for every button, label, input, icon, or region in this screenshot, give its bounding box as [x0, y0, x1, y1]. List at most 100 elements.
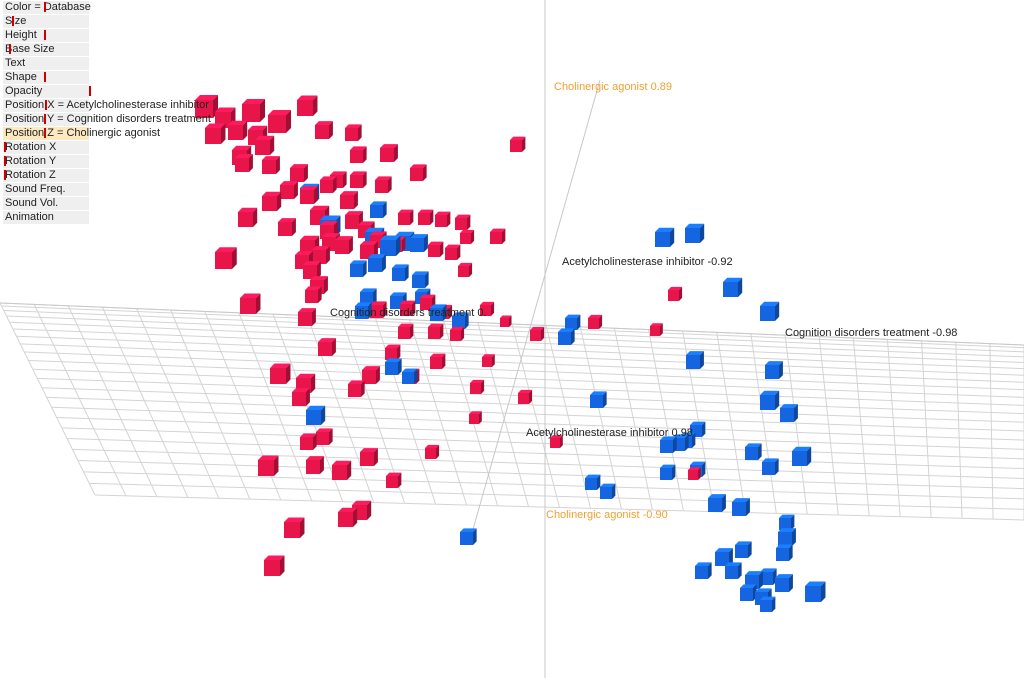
cube-marker[interactable]: [723, 277, 743, 297]
cube-marker[interactable]: [398, 323, 414, 339]
property-row[interactable]: Color = Database: [3, 1, 91, 14]
cube-marker[interactable]: [762, 458, 779, 475]
cube-marker[interactable]: [385, 358, 402, 375]
cube-marker[interactable]: [428, 241, 444, 257]
cube-marker[interactable]: [315, 121, 333, 139]
cube-marker[interactable]: [460, 229, 475, 244]
cube-marker[interactable]: [255, 135, 275, 155]
cube-marker[interactable]: [360, 448, 378, 466]
cube-marker[interactable]: [430, 304, 447, 321]
cube-marker[interactable]: [195, 94, 219, 118]
cube-marker[interactable]: [262, 191, 282, 211]
cube-marker[interactable]: [205, 123, 226, 144]
property-row[interactable]: Animation: [3, 211, 89, 224]
cube-marker[interactable]: [228, 120, 248, 140]
cube-marker[interactable]: [590, 391, 607, 408]
cube-marker[interactable]: [740, 584, 757, 601]
property-row[interactable]: Sound Vol.: [3, 197, 89, 210]
cube-marker[interactable]: [565, 314, 581, 330]
cube-marker[interactable]: [300, 186, 318, 204]
cube-marker[interactable]: [745, 443, 762, 460]
cube-marker[interactable]: [778, 528, 796, 546]
cube-marker[interactable]: [410, 234, 428, 252]
cube-marker[interactable]: [430, 353, 446, 369]
cube-marker[interactable]: [558, 328, 575, 345]
property-row[interactable]: Height: [3, 29, 89, 42]
cube-marker[interactable]: [335, 236, 353, 254]
cube-marker[interactable]: [686, 351, 704, 369]
value-slider-marker[interactable]: [44, 30, 46, 40]
cube-marker[interactable]: [297, 95, 318, 116]
value-slider-marker[interactable]: [44, 72, 46, 82]
cube-marker[interactable]: [400, 300, 416, 316]
cube-marker[interactable]: [805, 581, 826, 602]
value-slider-marker[interactable]: [45, 100, 47, 110]
cube-marker[interactable]: [688, 467, 701, 480]
cube-marker[interactable]: [760, 568, 777, 585]
cube-marker[interactable]: [775, 574, 793, 592]
property-row[interactable]: Rotation Z: [3, 169, 89, 182]
cube-marker[interactable]: [460, 528, 477, 545]
cube-marker[interactable]: [278, 218, 296, 236]
cube-marker[interactable]: [452, 312, 469, 329]
cube-marker[interactable]: [655, 227, 675, 247]
cube-marker[interactable]: [290, 164, 308, 182]
cube-marker[interactable]: [392, 264, 409, 281]
cube-marker[interactable]: [370, 301, 387, 318]
cube-marker[interactable]: [240, 293, 261, 314]
cube-marker[interactable]: [215, 247, 237, 269]
value-slider-marker[interactable]: [44, 114, 46, 124]
property-row[interactable]: Size: [3, 15, 89, 28]
cube-marker[interactable]: [715, 548, 733, 566]
cube-marker[interactable]: [500, 315, 512, 327]
cube-marker[interactable]: [303, 261, 321, 279]
cube-marker[interactable]: [300, 433, 317, 450]
property-row[interactable]: Shape: [3, 71, 89, 84]
cube-marker[interactable]: [510, 136, 526, 152]
property-row[interactable]: Position Z = Cholinergic agonist: [3, 127, 160, 140]
cube-marker[interactable]: [588, 314, 603, 329]
cube-marker[interactable]: [360, 241, 378, 259]
cube-marker[interactable]: [760, 301, 780, 321]
cube-marker[interactable]: [518, 389, 533, 404]
cube-marker[interactable]: [725, 562, 742, 579]
cube-marker[interactable]: [398, 209, 414, 225]
cube-marker[interactable]: [412, 271, 429, 288]
cube-marker[interactable]: [316, 428, 333, 445]
cube-marker[interactable]: [792, 446, 812, 466]
cube-marker[interactable]: [270, 363, 291, 384]
cube-marker[interactable]: [708, 494, 726, 512]
cube-marker[interactable]: [262, 156, 280, 174]
value-slider-marker[interactable]: [4, 170, 6, 180]
cube-marker[interactable]: [668, 286, 683, 301]
cube-marker[interactable]: [469, 411, 482, 424]
cube-marker[interactable]: [660, 436, 677, 453]
cube-marker[interactable]: [660, 464, 676, 480]
cube-marker[interactable]: [418, 209, 434, 225]
cube-marker[interactable]: [428, 323, 444, 339]
cube-marker[interactable]: [348, 380, 365, 397]
cube-marker[interactable]: [298, 308, 316, 326]
cube-marker[interactable]: [435, 211, 451, 227]
cube-marker[interactable]: [362, 366, 380, 384]
cube-marker[interactable]: [380, 144, 398, 162]
cube-marker[interactable]: [380, 235, 401, 256]
cube-marker[interactable]: [402, 368, 418, 384]
cube-marker[interactable]: [410, 164, 427, 181]
cube-marker[interactable]: [264, 555, 285, 576]
cube-marker[interactable]: [765, 361, 783, 379]
cube-marker[interactable]: [235, 154, 253, 172]
cube-marker[interactable]: [238, 207, 258, 227]
property-row[interactable]: Sound Freq.: [3, 183, 89, 196]
cube-marker[interactable]: [375, 176, 392, 193]
cube-marker[interactable]: [258, 455, 279, 476]
cube-marker[interactable]: [350, 146, 367, 163]
cube-marker[interactable]: [585, 474, 601, 490]
property-row[interactable]: Base Size: [3, 43, 89, 56]
value-slider-marker[interactable]: [89, 86, 91, 96]
value-slider-marker[interactable]: [44, 2, 46, 12]
cube-marker[interactable]: [345, 124, 362, 141]
cube-marker[interactable]: [320, 176, 337, 193]
property-row[interactable]: Rotation X: [3, 141, 89, 154]
